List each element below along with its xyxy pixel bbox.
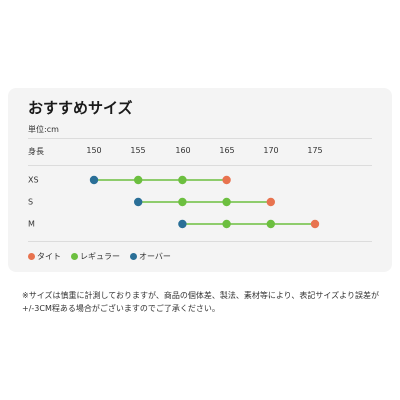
point-xs-over — [89, 175, 99, 185]
legend-label-tight: タイト — [37, 252, 61, 261]
legend-item-over: オーバー — [130, 251, 171, 262]
tick-label: 160 — [175, 146, 191, 155]
point-s-regular-min — [178, 197, 187, 207]
tick-label: 175 — [307, 146, 323, 155]
divider-top — [28, 138, 372, 139]
legend-dot-regular — [71, 253, 78, 260]
point-m-over — [178, 219, 187, 229]
size-disclaimer-note: ※サイズは慎重に計測しておりますが、商品の個体差、製法、素材等により、表記サイズ… — [22, 291, 379, 313]
legend-dot-tight — [28, 253, 35, 260]
point-m-regular-min — [222, 219, 231, 229]
tick-label: 165 — [219, 146, 235, 155]
row-label-s: S — [28, 197, 34, 207]
point-s-regular-max — [222, 197, 231, 207]
legend: タイト レギュラー オーバー — [28, 251, 181, 262]
point-m-tight — [310, 219, 320, 229]
unit-label: 単位:cm — [28, 125, 59, 134]
legend-item-regular: レギュラー — [71, 251, 120, 262]
point-xs-regular-min — [134, 175, 143, 185]
legend-dot-over — [130, 253, 137, 260]
point-xs-tight — [222, 175, 231, 185]
row-label-m: M — [28, 219, 35, 229]
page-title: おすすめサイズ — [28, 99, 133, 117]
x-axis-label: 身長 — [28, 147, 44, 156]
tick-label: 150 — [86, 146, 102, 155]
row-label-xs: XS — [28, 175, 39, 185]
legend-item-tight: タイト — [28, 251, 61, 262]
tick-label: 170 — [263, 146, 279, 155]
legend-label-over: オーバー — [139, 252, 171, 261]
divider-bottom — [28, 241, 372, 242]
divider-header — [28, 165, 372, 166]
point-xs-regular-max — [178, 175, 187, 185]
legend-label-regular: レギュラー — [80, 252, 120, 261]
point-s-over — [134, 197, 143, 207]
point-m-regular-max — [266, 219, 275, 229]
point-s-tight — [266, 197, 275, 207]
tick-label: 155 — [130, 146, 146, 155]
